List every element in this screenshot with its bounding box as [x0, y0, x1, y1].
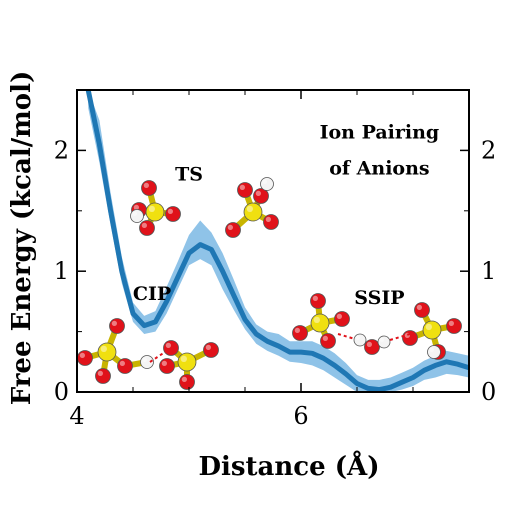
oxygen-atom	[141, 180, 157, 196]
molecule-ts-left	[130, 180, 181, 236]
oxygen-atom	[334, 311, 350, 327]
oxygen-atom	[139, 220, 155, 236]
sulfur-atom	[97, 342, 117, 362]
y-tick-label-right: 0	[481, 378, 496, 406]
hydrogen-atom	[260, 177, 274, 191]
annotation-label: SSIP	[354, 287, 404, 309]
chart-annotations: Ion Pairing of Anions TS CIP SSIP	[133, 121, 439, 308]
oxygen-atom	[203, 342, 219, 358]
molecule-ssip-water	[353, 333, 391, 355]
molecule-ssip-left	[292, 293, 350, 349]
oxygen-atom	[402, 330, 418, 346]
oxygen-atom	[446, 318, 462, 334]
y-tick-label-left: 1	[54, 257, 69, 285]
hydrogen-bond	[149, 349, 169, 363]
confidence-band-layer	[88, 90, 469, 392]
oxygen-atom	[310, 293, 326, 309]
hydrogen-atom	[140, 355, 154, 369]
molecule-cip-left	[77, 318, 154, 384]
annotation-label: CIP	[133, 283, 171, 305]
oxygen-atom	[237, 182, 253, 198]
free-energy-curve	[85, 90, 469, 392]
molecule-ssip-right	[402, 302, 462, 360]
oxygen-atom	[225, 222, 241, 238]
molecule-cip-right	[159, 340, 219, 390]
hydrogen-atom	[353, 333, 367, 347]
hydrogen-atom	[427, 345, 441, 359]
x-axis-title: Distance (Å)	[198, 451, 379, 482]
oxygen-atom	[165, 206, 181, 222]
sulfur-atom	[243, 202, 263, 222]
plot-frame	[76, 89, 470, 393]
molecule-illustrations	[77, 177, 462, 390]
x-tick-label: 4	[69, 402, 84, 430]
oxygen-atom	[292, 325, 308, 341]
oxygen-atom	[117, 358, 133, 374]
plot-border	[76, 89, 470, 393]
sulfur-atom	[145, 202, 165, 222]
hydrogen-bond	[337, 333, 356, 340]
y-tick-label-left: 0	[54, 378, 69, 406]
sulfur-atom	[422, 320, 442, 340]
axis-labels: Distance (Å) Free Energy (kcal/mol)	[7, 71, 380, 482]
oxygen-atom	[179, 374, 195, 390]
oxygen-atom	[77, 350, 93, 366]
y-tick-label-right: 2	[481, 136, 496, 164]
oxygen-atom	[364, 339, 380, 355]
annotation-label: Ion Pairing	[320, 121, 440, 143]
free-energy-line-layer	[85, 90, 469, 392]
uncertainty-band	[88, 90, 469, 392]
y-tick-label-left: 2	[54, 136, 69, 164]
oxygen-atom	[263, 214, 279, 230]
molecule-ts-right	[225, 177, 279, 238]
oxygen-atom	[159, 358, 175, 374]
sulfur-atom	[177, 352, 197, 372]
annotation-label: of Anions	[329, 158, 429, 180]
oxygen-atom	[109, 318, 125, 334]
y-tick-label-right: 1	[481, 257, 496, 285]
oxygen-atom	[163, 340, 179, 356]
oxygen-atom	[320, 333, 336, 349]
hydrogen-atom	[130, 209, 144, 223]
sulfur-atom	[310, 313, 330, 333]
hydrogen-atom	[377, 335, 391, 349]
x-tick-label: 6	[293, 402, 308, 430]
oxygen-atom	[253, 188, 269, 204]
oxygen-atom	[414, 302, 430, 318]
annotation-label: TS	[175, 164, 203, 186]
oxygen-atom	[95, 368, 111, 384]
y-axis-title: Free Energy (kcal/mol)	[7, 71, 37, 406]
axis-ticks: 4 6 0 0 1 1 2 2	[54, 89, 496, 430]
